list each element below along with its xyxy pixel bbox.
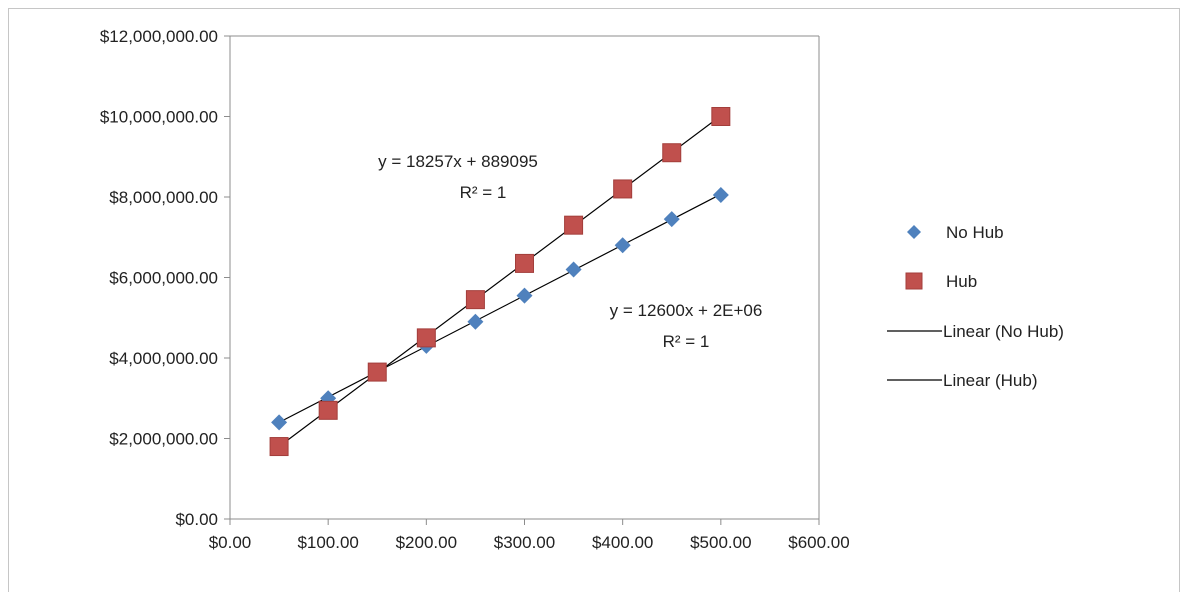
y-tick-label: $0.00	[175, 510, 218, 529]
point-hub	[564, 215, 584, 235]
point-no-hub	[712, 186, 729, 203]
x-tick-label: $300.00	[494, 533, 555, 552]
point-hub	[613, 179, 633, 199]
y-tick-label: $6,000,000.00	[109, 269, 218, 288]
legend-marker-no-hub	[907, 225, 921, 239]
point-no-hub	[271, 414, 288, 431]
point-hub	[711, 107, 731, 126]
point-hub	[416, 328, 436, 348]
legend-label-linear-no-hub: Linear (No Hub)	[943, 322, 1064, 341]
y-tick-label: $10,000,000.00	[100, 108, 218, 127]
y-tick-label: $8,000,000.00	[109, 188, 218, 207]
r2-no-hub: R² = 1	[663, 332, 710, 351]
point-hub	[269, 437, 289, 457]
chart-frame: $0.00 $2,000,000.00 $4,000,000.00 $6,000,00…	[8, 8, 1180, 592]
point-hub	[465, 290, 485, 310]
point-no-hub	[565, 261, 582, 278]
x-tick-label: $600.00	[788, 533, 849, 552]
point-no-hub	[516, 287, 533, 304]
legend: No Hub Hub Linear (No Hub) Linear (Hub)	[887, 223, 1064, 390]
trendline-label-no-hub: y = 12600x + 2E+06 R² = 1	[610, 301, 763, 351]
r2-hub: R² = 1	[460, 183, 507, 202]
y-tick-label: $4,000,000.00	[109, 349, 218, 368]
equation-no-hub: y = 12600x + 2E+06	[610, 301, 763, 320]
axes	[229, 35, 820, 520]
trendlines	[278, 115, 722, 447]
x-tick-label: $0.00	[209, 533, 252, 552]
point-hub	[662, 143, 682, 163]
legend-label-no-hub: No Hub	[946, 223, 1004, 242]
trendline-no-hub	[278, 193, 722, 423]
equation-hub: y = 18257x + 889095	[378, 152, 538, 171]
trendline-label-hub: y = 18257x + 889095 R² = 1	[378, 152, 538, 202]
point-no-hub	[614, 237, 631, 254]
x-tick-label: $400.00	[592, 533, 653, 552]
legend-label-linear-hub: Linear (Hub)	[943, 371, 1038, 390]
legend-label-hub: Hub	[946, 272, 977, 291]
x-tick-label: $500.00	[690, 533, 751, 552]
trendline-hub	[278, 115, 722, 447]
y-tick-label: $2,000,000.00	[109, 430, 218, 449]
point-hub	[318, 400, 338, 420]
y-ticks: $0.00 $2,000,000.00 $4,000,000.00 $6,000,00…	[100, 27, 230, 529]
point-hub	[515, 253, 534, 273]
legend-marker-hub	[905, 272, 923, 290]
chart-svg: $0.00 $2,000,000.00 $4,000,000.00 $6,000,00…	[100, 27, 1064, 552]
point-hub	[367, 362, 387, 382]
y-tick-label: $12,000,000.00	[100, 27, 218, 46]
point-no-hub	[663, 211, 680, 228]
x-tick-label: $100.00	[297, 533, 358, 552]
x-tick-label: $200.00	[396, 533, 457, 552]
data-points	[269, 107, 731, 457]
point-no-hub	[467, 313, 484, 330]
x-ticks: $0.00 $100.00 $200.00 $300.00 $400.00 $500.00…	[209, 519, 850, 552]
